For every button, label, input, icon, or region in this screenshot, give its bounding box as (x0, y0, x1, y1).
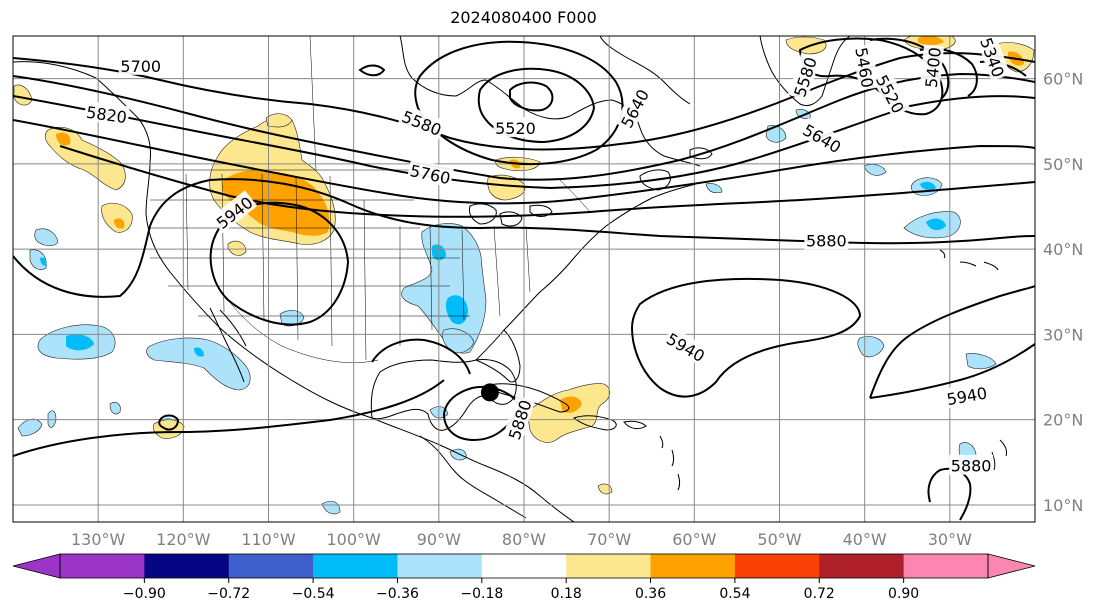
longitude-tick-label: 130°W (71, 530, 126, 549)
longitude-tick-label: 100°W (326, 530, 381, 549)
longitude-tick-labels: 130°W 120°W 110°W 100°W 90°W 80°W 70°W 60°W 50°W… (71, 530, 972, 549)
contour-label: 5700 (118, 54, 163, 76)
colorbar-segment (903, 554, 989, 578)
contour-label-background (406, 158, 455, 188)
contour-label-background (976, 36, 1011, 82)
latitude-tick-label: 50°N (1043, 155, 1083, 174)
latitude-tick-label: 10°N (1043, 496, 1083, 515)
contour-label: 5400 (919, 44, 945, 91)
colorbar-segment (566, 554, 652, 578)
colorbar-segment (144, 554, 230, 578)
contour-label-background (919, 44, 945, 91)
longitude-tick-label: 90°W (417, 530, 461, 549)
colorbar-segment (481, 554, 567, 578)
colorbar-segment (397, 554, 483, 578)
contour-label-text: 5400 (922, 46, 945, 88)
map-frame (12, 35, 1036, 523)
colorbar-extend-min (12, 553, 61, 579)
colorbar-tick-label: −0.54 (292, 586, 335, 602)
coastlines (13, 36, 1007, 522)
longitude-tick-label: 120°W (156, 530, 211, 549)
contour-label-text: 5880 (951, 457, 992, 476)
colorbar-tick-label: −0.36 (376, 586, 419, 602)
colorbar-segment (650, 554, 736, 578)
contour-label-text: 5520 (495, 119, 536, 138)
longitude-tick-label: 60°W (672, 530, 716, 549)
longitude-tick-label: 80°W (502, 530, 546, 549)
colorbar-tick-label: 0.72 (804, 586, 835, 602)
contour-label: 5520 (493, 117, 538, 138)
storm-marker (480, 383, 499, 402)
colorbar-segment (313, 554, 398, 578)
contour-label-background (662, 326, 711, 367)
latitude-tick-label: 40°N (1043, 240, 1083, 259)
colorbar-tick-label: −0.18 (460, 586, 503, 602)
colorbar-tick-label: −0.72 (207, 586, 250, 602)
contour-label-background (83, 100, 131, 127)
contour-label-background (804, 229, 849, 250)
longitude-tick-label: 110°W (241, 530, 296, 549)
contour-label-background (614, 83, 653, 133)
contour-label-background (502, 395, 536, 444)
contour-label-background (949, 454, 994, 475)
longitude-tick-label: 50°W (757, 530, 801, 549)
colorbar-tick-label: 0.54 (719, 586, 750, 602)
political-borders (150, 36, 591, 364)
latitude-tick-label: 30°N (1043, 325, 1083, 344)
latitude-tick-label: 60°N (1043, 70, 1083, 89)
colorbar-segment (734, 554, 820, 578)
longitude-tick-label: 30°W (928, 530, 972, 549)
colorbar: −0.90 −0.72 −0.54 −0.36 −0.18 0.18 0.36 0.54 0.7… (12, 553, 1036, 602)
colorbar-outline (59, 553, 989, 579)
colorbar-segment (819, 554, 905, 578)
contour-label-background (398, 104, 447, 140)
contour-label-background (943, 381, 991, 409)
colorbar-segment (60, 554, 145, 578)
colorbar-tick-label: 0.36 (635, 586, 666, 602)
contour-label-background (787, 52, 821, 101)
contour-label-background (493, 117, 538, 138)
longitude-tick-label: 40°W (843, 530, 887, 549)
latitude-tick-labels: 10°N 20°N 30°N 40°N 50°N 60°N (1043, 70, 1083, 515)
longitude-tick-label: 70°W (587, 530, 631, 549)
contour-label: 5880 (804, 229, 849, 251)
contour-label-background (118, 54, 163, 75)
colorbar-extend-max (987, 553, 1036, 579)
colorbar-tick-label: 0.90 (888, 586, 919, 602)
colorbar-tick-label: −0.90 (123, 586, 166, 602)
contour-label-background (210, 190, 258, 234)
contour-label-text: 5880 (806, 232, 847, 251)
contour-label-text: 5700 (120, 57, 161, 76)
colorbar-segment (228, 554, 314, 578)
latitude-tick-label: 20°N (1043, 411, 1083, 430)
contour-label-background (871, 69, 911, 118)
contour-label-background (798, 117, 847, 158)
contour-label: 5880 (949, 454, 994, 476)
colorbar-tick-label: 0.18 (551, 586, 582, 602)
map-title: 2024080400 F000 (450, 8, 597, 27)
